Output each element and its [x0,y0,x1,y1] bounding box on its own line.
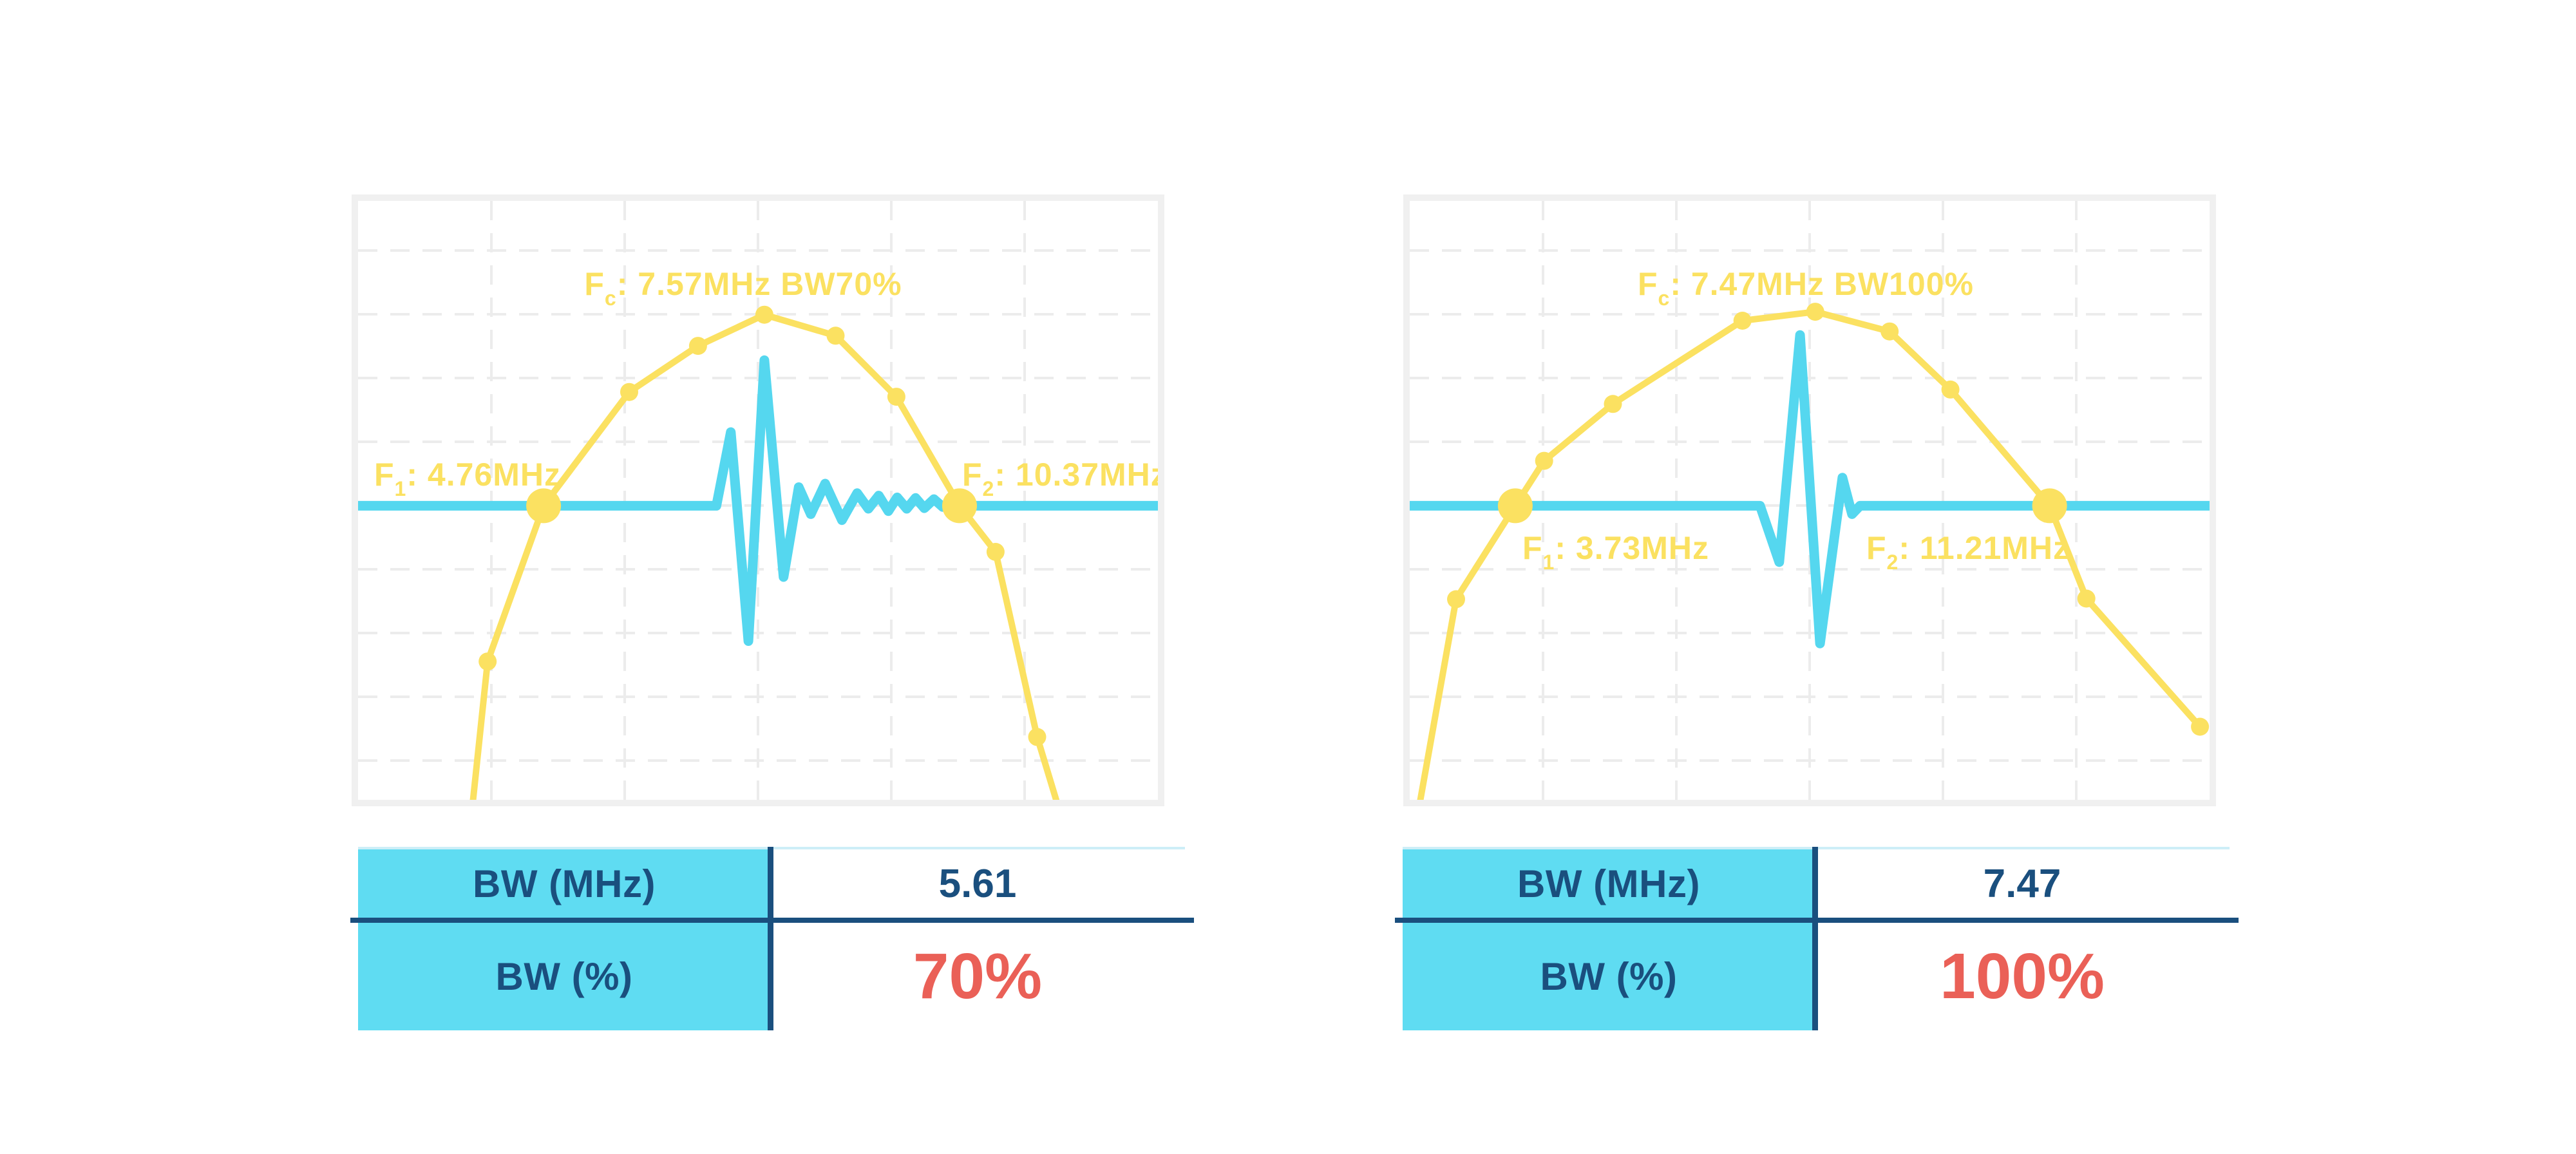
spectrum-chart-left: Fc: 7.57MHz BW70% F1: 4.76MHz F2: 10.37M… [358,201,1158,800]
bw-table-right: BW (MHz) 7.47 BW (%) 100% [1395,847,2239,1030]
spectrum-point-marker [1880,322,1899,341]
spectrum-point-marker [986,543,1005,561]
pulse-waveform [358,355,1158,646]
bw-pct-label-cell: BW (%) [358,923,770,1030]
markers [1447,303,2210,736]
bw-table-left: BW (MHz) 5.61 BW (%) 70% [350,847,1194,1030]
bw-pct-value-cell: 70% [770,923,1185,1030]
bw-mhz-value: 7.47 [1983,861,2061,906]
bw-pct-value-cell: 100% [1815,923,2230,1030]
spectrum-chart-right: Fc: 7.47MHz BW100% F1: 3.73MHz F2: 11.21… [1410,201,2210,800]
bw-pct-value: 70% [913,940,1043,1012]
spectrum-point-marker [1535,451,1553,470]
table-row: BW (MHz) 7.47 [1403,849,2230,918]
spectrum-point-marker [826,326,845,345]
bw-mhz-value: 5.61 [938,861,1017,906]
bw-pct-label: BW (%) [1540,955,1678,998]
bw-pct-value: 100% [1940,940,2105,1012]
bandwidth-edge-marker [2032,488,2067,524]
bw-pct-label-cell: BW (%) [1403,923,1815,1030]
spectrum-point-marker [688,337,707,355]
spectrum-point-marker [1941,380,1960,399]
bw-pct-label: BW (%) [495,955,633,998]
spectrum-point-marker [2191,717,2210,736]
f1-annotation: F1: 4.76MHz [374,457,561,500]
spectrum-point-marker [478,652,497,671]
markers [478,305,1046,746]
pulse-waveform [1410,330,2210,648]
bw-mhz-value-cell: 7.47 [1815,849,2230,918]
f2-annotation: F2: 11.21MHz [1866,530,2070,574]
spectrum-point-marker [620,383,638,401]
chart-frame-right: Fc: 7.47MHz BW100% F1: 3.73MHz F2: 11.21… [1403,194,2216,806]
table-column-divider [1812,847,1818,1030]
table-row: BW (%) 100% [1403,923,2230,1030]
bw-mhz-label-cell: BW (MHz) [358,849,770,918]
spectrum-point-marker [755,305,773,324]
bw-mhz-label: BW (MHz) [1517,862,1700,905]
f1-annotation: F1: 3.73MHz [1522,530,1709,574]
spectrum-point-marker [1028,728,1046,746]
spectrum-point-marker [1733,312,1752,330]
chart-title-fc: Fc: 7.47MHz BW100% [1638,266,1974,310]
spectrum-line [469,311,1060,800]
table-column-divider [768,847,773,1030]
bandwidth-edge-marker [942,488,977,524]
spectrum-point-marker [1604,395,1622,413]
chart-frame-left: Fc: 7.57MHz BW70% F1: 4.76MHz F2: 10.37M… [352,194,1164,806]
bw-mhz-label-cell: BW (MHz) [1403,849,1815,918]
bandwidth-edge-marker [526,488,562,524]
bw-mhz-label: BW (MHz) [473,862,656,905]
table-row: BW (MHz) 5.61 [358,849,1185,918]
spectrum-point-marker [1447,590,1465,609]
chart-title-fc: Fc: 7.57MHz BW70% [584,266,902,310]
f2-annotation: F2: 10.37MHz [962,457,1158,500]
bw-mhz-value-cell: 5.61 [770,849,1185,918]
bandwidth-edge-marker [1497,488,1533,524]
table-row: BW (%) 70% [358,923,1185,1030]
spectrum-point-marker [1806,303,1824,321]
spectrum-point-marker [887,388,905,406]
spectrum-point-marker [2077,589,2096,608]
